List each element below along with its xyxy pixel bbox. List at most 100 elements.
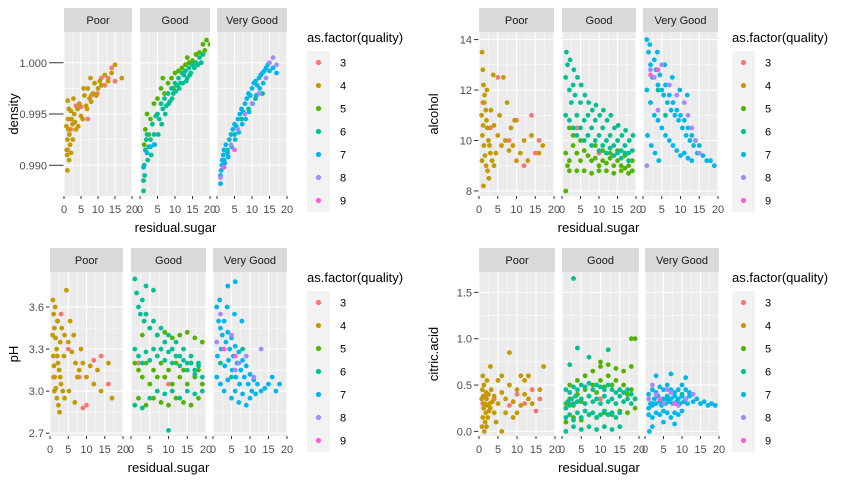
data-point-quality-4: [99, 82, 104, 88]
data-point-quality-6: [612, 125, 617, 131]
data-point-quality-7: [691, 143, 696, 148]
data-point-quality-6: [574, 112, 580, 118]
facet-strip: [131, 248, 206, 272]
facet-strip-label: Poor: [505, 255, 529, 267]
x-tick-label: 10: [676, 444, 688, 456]
legend-key-point-7: [740, 391, 747, 398]
data-point-quality-7: [657, 384, 663, 390]
data-point-quality-4: [495, 401, 501, 406]
data-point-quality-4: [479, 112, 484, 118]
data-point-quality-6: [575, 410, 580, 416]
data-point-quality-7: [679, 408, 685, 414]
data-point-quality-4: [481, 405, 486, 411]
data-point-quality-7: [677, 87, 683, 93]
data-point-quality-4: [521, 138, 527, 143]
data-point-quality-6: [149, 121, 155, 127]
data-point-quality-7: [672, 393, 677, 399]
data-point-quality-5: [563, 188, 569, 194]
data-point-quality-6: [602, 393, 607, 399]
data-point-quality-8: [650, 382, 655, 388]
data-point-quality-6: [232, 132, 237, 137]
data-point-quality-6: [567, 390, 573, 395]
data-point-quality-5: [582, 373, 588, 379]
data-point-quality-7: [657, 72, 663, 78]
data-point-quality-4: [495, 378, 501, 383]
data-point-quality-4: [481, 82, 486, 88]
facet-strip: [50, 248, 123, 272]
data-point-quality-6: [582, 92, 588, 98]
facet-panel-very-good: Very Good 0 5 10 15 20: [214, 8, 293, 216]
data-point-quality-5: [607, 155, 613, 161]
data-point-quality-5: [592, 155, 598, 161]
data-point-quality-7: [672, 112, 678, 118]
data-point-quality-6: [134, 290, 140, 296]
data-point-quality-7: [223, 339, 229, 345]
data-point-quality-6: [162, 357, 168, 363]
data-point-quality-6: [154, 353, 160, 359]
data-point-quality-3: [533, 408, 539, 414]
data-point-quality-4: [499, 390, 505, 395]
data-point-quality-7: [668, 396, 674, 402]
data-point-quality-5: [169, 75, 174, 81]
legend-item-label: 7: [340, 390, 346, 402]
data-point-quality-7: [225, 329, 231, 335]
data-point-quality-5: [596, 168, 602, 174]
data-point-quality-5: [162, 374, 168, 380]
data-point-quality-6: [151, 346, 156, 352]
data-point-quality-6: [626, 138, 632, 143]
data-point-quality-6: [571, 276, 576, 281]
x-tick-label: 15: [614, 444, 626, 456]
data-point-quality-4: [514, 410, 520, 416]
legend-key-point-3: [740, 59, 747, 66]
data-point-quality-5: [207, 41, 210, 47]
data-point-quality-7: [221, 147, 227, 153]
legend-item-label: 6: [765, 127, 771, 139]
data-point-quality-4: [483, 163, 489, 169]
data-point-quality-6: [582, 408, 588, 414]
data-point-quality-4: [481, 429, 487, 434]
data-point-quality-7: [705, 403, 711, 408]
data-point-quality-7: [704, 158, 710, 164]
data-point-quality-4: [481, 183, 486, 189]
x-tick-label: 15: [694, 444, 706, 456]
x-tick-label: 20: [713, 444, 725, 456]
data-point-quality-6: [181, 346, 186, 352]
data-point-quality-7: [646, 49, 651, 55]
legend-key-point-9: [315, 437, 322, 444]
data-point-quality-5: [141, 142, 147, 148]
data-point-quality-6: [601, 107, 606, 113]
data-point-quality-7: [247, 371, 253, 377]
x-tick-label: 10: [674, 204, 686, 216]
points-layer: [479, 350, 546, 434]
data-point-quality-5: [160, 75, 166, 81]
facet-strip-label: Good: [155, 255, 182, 267]
data-point-quality-6: [575, 75, 580, 80]
data-point-quality-6: [132, 402, 138, 408]
data-point-quality-6: [198, 60, 204, 66]
x-tick-label: 10: [162, 444, 174, 456]
x-tick-label: 15: [693, 204, 705, 216]
data-point-quality-4: [488, 107, 494, 113]
data-point-quality-4: [484, 378, 490, 383]
data-point-quality-6: [260, 91, 265, 96]
data-point-quality-5: [565, 163, 570, 169]
data-point-quality-6: [597, 112, 603, 118]
data-point-quality-6: [169, 86, 174, 91]
data-point-quality-4: [55, 360, 61, 366]
data-point-quality-8: [267, 60, 272, 66]
data-point-quality-6: [655, 87, 661, 93]
data-point-quality-7: [650, 415, 655, 420]
data-point-quality-7: [220, 152, 226, 158]
data-point-quality-5: [574, 168, 580, 174]
data-point-quality-5: [169, 381, 175, 387]
x-tick-label: 5: [578, 444, 584, 456]
data-point-quality-6: [609, 427, 615, 432]
y-tick-label: 0.5: [457, 380, 472, 392]
legend-key-point-7: [740, 151, 747, 158]
y-tick-label: 12: [460, 85, 472, 97]
data-point-quality-6: [589, 107, 595, 113]
data-point-quality-6: [602, 408, 607, 414]
x-tick-label: 5: [65, 444, 71, 456]
data-point-quality-7: [260, 80, 266, 86]
